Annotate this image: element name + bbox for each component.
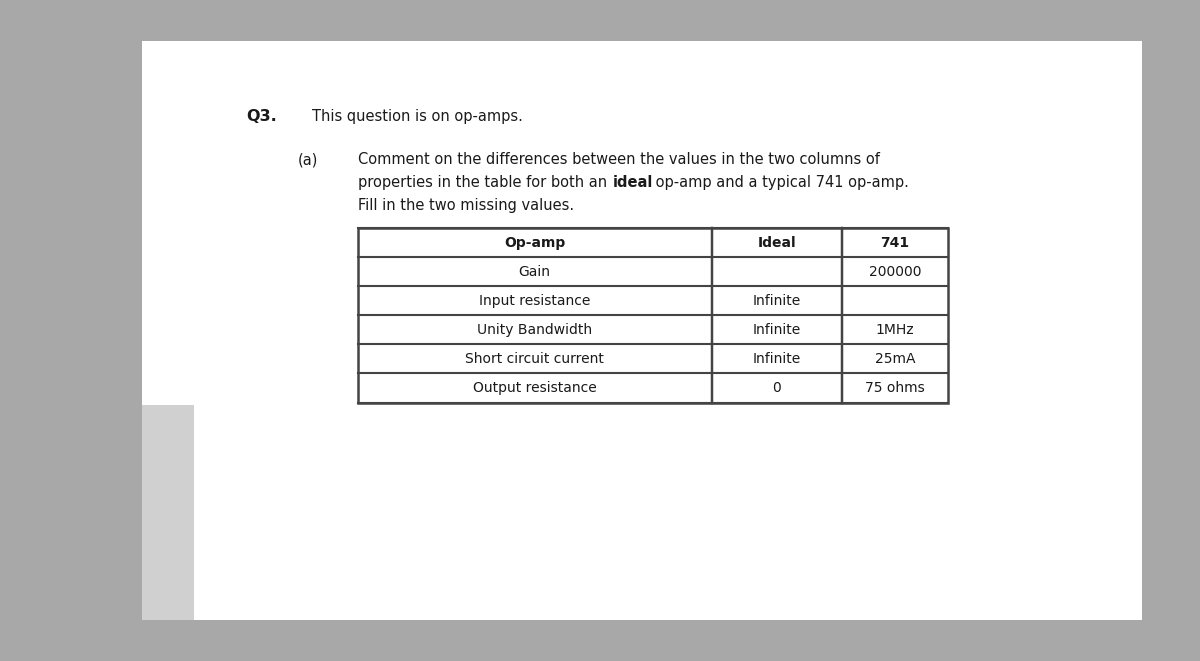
Text: op-amp and a typical 741 op-amp.: op-amp and a typical 741 op-amp. xyxy=(650,175,908,190)
Text: Fill in the two missing values.: Fill in the two missing values. xyxy=(358,198,574,214)
Text: 1MHz: 1MHz xyxy=(876,323,914,337)
Text: Infinite: Infinite xyxy=(752,352,800,366)
Text: ideal: ideal xyxy=(612,175,653,190)
Text: 741: 741 xyxy=(881,235,910,250)
Text: Comment on the differences between the values in the two columns of: Comment on the differences between the v… xyxy=(358,152,880,167)
FancyBboxPatch shape xyxy=(142,405,194,620)
Text: Unity Bandwidth: Unity Bandwidth xyxy=(478,323,593,337)
FancyBboxPatch shape xyxy=(142,41,1142,620)
Text: (a): (a) xyxy=(298,152,318,167)
Text: Infinite: Infinite xyxy=(752,293,800,308)
Text: Q3.: Q3. xyxy=(246,109,277,124)
Text: Op-amp: Op-amp xyxy=(504,235,565,250)
Text: Input resistance: Input resistance xyxy=(479,293,590,308)
Text: 0: 0 xyxy=(773,381,781,395)
Text: 25mA: 25mA xyxy=(875,352,916,366)
Text: Short circuit current: Short circuit current xyxy=(466,352,604,366)
Bar xyxy=(358,228,948,403)
Text: 75 ohms: 75 ohms xyxy=(865,381,925,395)
Text: Gain: Gain xyxy=(518,264,551,279)
Text: Output resistance: Output resistance xyxy=(473,381,596,395)
Text: This question is on op-amps.: This question is on op-amps. xyxy=(312,109,523,124)
Text: 200000: 200000 xyxy=(869,264,922,279)
Text: properties in the table for both an: properties in the table for both an xyxy=(358,175,611,190)
Text: Infinite: Infinite xyxy=(752,323,800,337)
Text: Ideal: Ideal xyxy=(757,235,796,250)
